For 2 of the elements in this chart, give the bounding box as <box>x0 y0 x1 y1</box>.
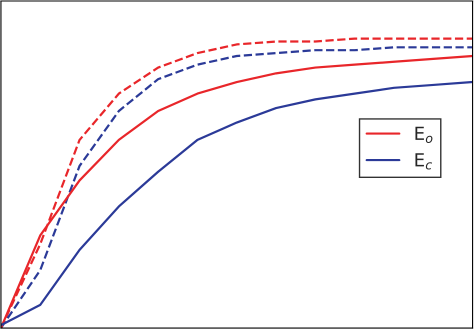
legend-label: E$_{o}$ <box>415 126 432 144</box>
legend-label: E$_{c}$ <box>415 153 432 170</box>
